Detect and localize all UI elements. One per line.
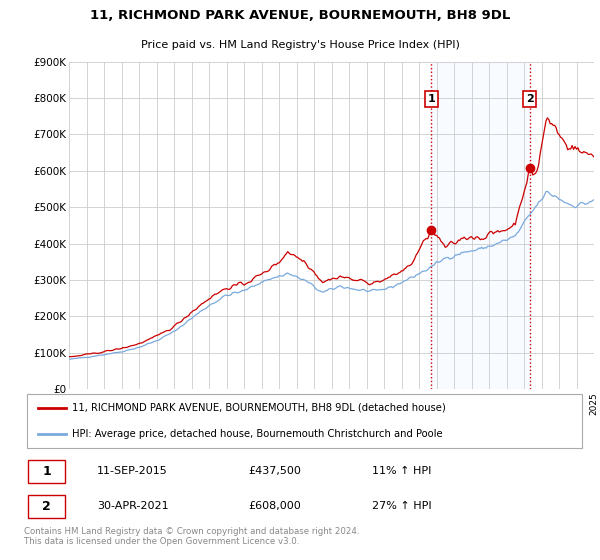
Text: 11-SEP-2015: 11-SEP-2015 xyxy=(97,466,167,476)
Text: £608,000: £608,000 xyxy=(248,501,301,511)
FancyBboxPatch shape xyxy=(27,394,582,449)
Text: 11, RICHMOND PARK AVENUE, BOURNEMOUTH, BH8 9DL: 11, RICHMOND PARK AVENUE, BOURNEMOUTH, B… xyxy=(90,9,510,22)
Text: 11, RICHMOND PARK AVENUE, BOURNEMOUTH, BH8 9DL (detached house): 11, RICHMOND PARK AVENUE, BOURNEMOUTH, B… xyxy=(71,403,445,413)
Text: 1: 1 xyxy=(427,94,435,104)
Text: Contains HM Land Registry data © Crown copyright and database right 2024.
This d: Contains HM Land Registry data © Crown c… xyxy=(24,527,359,547)
Text: 2: 2 xyxy=(526,94,533,104)
Text: 27% ↑ HPI: 27% ↑ HPI xyxy=(372,501,431,511)
Bar xyxy=(431,62,530,389)
FancyBboxPatch shape xyxy=(28,495,65,519)
Text: 30-APR-2021: 30-APR-2021 xyxy=(97,501,169,511)
Text: £437,500: £437,500 xyxy=(248,466,301,476)
Text: HPI: Average price, detached house, Bournemouth Christchurch and Poole: HPI: Average price, detached house, Bour… xyxy=(71,430,442,440)
Text: 1: 1 xyxy=(42,465,51,478)
FancyBboxPatch shape xyxy=(28,460,65,483)
Text: Price paid vs. HM Land Registry's House Price Index (HPI): Price paid vs. HM Land Registry's House … xyxy=(140,40,460,50)
Text: 11% ↑ HPI: 11% ↑ HPI xyxy=(372,466,431,476)
Text: 2: 2 xyxy=(42,500,51,512)
